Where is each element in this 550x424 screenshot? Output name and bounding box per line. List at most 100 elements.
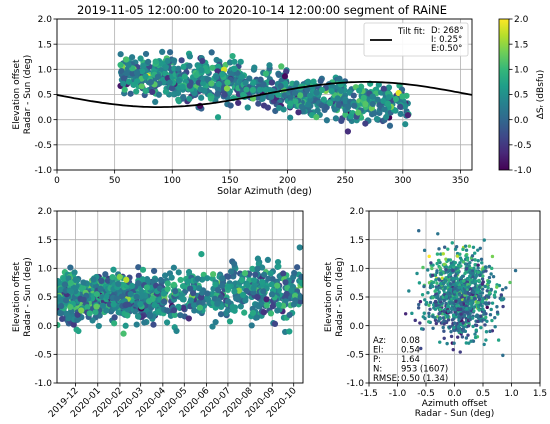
time-point [60,275,67,283]
azel-point [482,238,486,242]
top-ylabel-line2: Radar - Sun (deg) [23,55,33,134]
azel-xtick-label: 1.5 [533,389,547,399]
azel-point [465,258,470,262]
azel-point [468,317,472,322]
azel-point [508,280,512,285]
azel-point [452,341,456,345]
azel-point [480,287,485,291]
top-point [240,91,247,99]
time-point [103,293,111,300]
azel-point [427,311,431,316]
top-point [142,73,149,80]
azel-point [456,328,461,333]
time-point [163,319,171,326]
azel-point [471,324,475,329]
top-ytick-label: -1.0 [34,166,52,176]
azel-point [473,323,478,327]
azel-point [476,266,480,270]
azel-point [430,273,435,278]
azel-point [443,286,447,290]
top-point [142,50,150,58]
azel-xtick-label: 1.0 [504,389,519,399]
azel-point [442,309,446,314]
azel-point [441,252,445,256]
time-point [209,323,216,330]
azel-point [457,318,461,322]
azel-point [444,268,448,272]
top-ytick-label: -0.5 [34,141,52,151]
top-point [356,87,363,94]
azel-point [473,296,477,301]
azel-point [434,321,439,326]
top-point [262,86,269,93]
azel-point [435,269,439,273]
azel-point [453,321,457,325]
time-point [173,327,180,335]
time-point [288,287,295,294]
azel-point [431,326,435,330]
azel-point [434,285,438,289]
top-point [122,56,130,63]
azel-point [477,285,482,289]
azel-point [441,295,445,299]
top-point [345,103,352,111]
time-point [268,291,276,298]
top-point [374,96,381,103]
azel-point [446,309,450,313]
time-point [58,302,65,310]
time-point [263,296,270,303]
top-point [338,117,345,125]
time-point [228,268,235,275]
azel-ylabel-line2: Radar - Sun (deg) [335,257,345,336]
azel-point [456,335,460,339]
time-point [63,310,70,317]
top-point [385,94,392,101]
time-point [253,314,261,321]
azel-point [470,280,474,285]
time-point [187,297,194,304]
azel-point [463,244,468,248]
azel-point [499,293,504,297]
time-point [57,321,61,329]
azel-point [458,261,462,265]
time-point [84,304,91,311]
azel-point [443,279,448,283]
azel-point [458,252,462,256]
top-point [125,61,132,68]
top-point [342,98,349,105]
time-point [97,285,104,292]
time-point [250,285,257,292]
top-point [313,114,320,121]
azel-point [431,280,436,285]
time-point [187,285,194,292]
top-point [262,70,269,77]
top-point [320,96,327,103]
azel-point [476,295,481,299]
time-point [80,296,87,303]
time-point [95,322,102,330]
time-ylabel-line1: Elevation offset [12,261,22,332]
azel-point [428,300,433,305]
top-point [287,100,294,107]
azel-point [463,262,468,266]
top-points [57,48,472,135]
time-ylabel-line2: Radar - Sun (deg) [23,257,33,336]
top-point [125,78,132,85]
azel-point [482,312,486,316]
azel-point [432,306,436,310]
azel-point [476,315,480,319]
time-point [67,303,74,311]
top-point [250,79,257,86]
top-point [268,93,275,100]
time-point [243,287,250,294]
azel-point [438,311,442,315]
azel-point [454,244,459,249]
azel-points [403,229,518,358]
azel-point [448,301,453,305]
stat-value: 0.08 [401,336,420,346]
top-point [237,58,244,65]
time-point [231,260,238,267]
time-point [222,310,230,317]
azel-point [490,318,494,323]
time-point [283,290,290,298]
